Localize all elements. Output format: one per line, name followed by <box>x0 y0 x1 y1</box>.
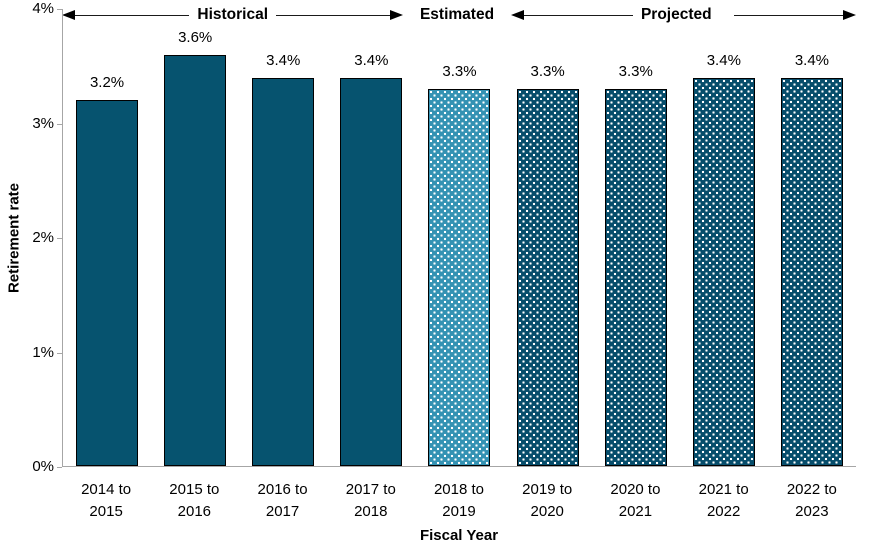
bars-container: 3.2% 3.6% 3.4% 3.4% 3.3% 3.3% 3.3% 3.4% 3.4% <box>63 9 856 466</box>
x-tick-label: 2020 to 2021 <box>610 481 661 520</box>
estimated-label: Estimated <box>419 6 495 23</box>
y-tick-label: 4% <box>32 0 54 17</box>
bar-projected <box>780 77 843 466</box>
y-tick-mark <box>57 9 62 10</box>
arrow-line <box>276 14 391 16</box>
bar-cell: 3.3% <box>592 9 680 466</box>
y-tick-mark <box>57 238 62 239</box>
arrow-line <box>75 14 190 16</box>
x-axis-labels: 2014 to 2015 2015 to 2016 2016 to 2017 2017… <box>62 479 856 523</box>
bar-projected <box>604 88 667 466</box>
bar-historical <box>164 54 227 466</box>
x-tick-label: 2016 to 2017 <box>257 481 308 520</box>
arrow-left-icon <box>62 10 75 20</box>
y-tick-label: 3% <box>32 114 54 132</box>
bar-value-label: 3.3% <box>530 62 565 80</box>
x-tick-label: 2021 to 2022 <box>698 481 749 520</box>
arrow-left-icon <box>510 10 524 20</box>
y-tick-mark <box>57 352 62 354</box>
y-tick-label: 1% <box>32 343 54 361</box>
bar-value-label: 3.4% <box>706 51 741 69</box>
arrow-line <box>523 14 633 16</box>
bar-value-label: 3.4% <box>266 51 301 69</box>
bar-value-label: 3.2% <box>89 74 125 92</box>
x-tick-label: 2018 to 2019 <box>433 481 484 520</box>
x-tick-label: 2019 to 2020 <box>522 481 573 520</box>
bar-cell: 3.4% <box>327 9 415 466</box>
arrow-line <box>733 14 843 16</box>
arrow-right-icon <box>842 10 856 20</box>
bar-cell: 3.3% <box>504 9 592 466</box>
projected-label: Projected <box>640 6 712 23</box>
bar-value-label: 3.4% <box>794 51 830 69</box>
arrow-right-icon <box>390 10 404 20</box>
y-tick-mark <box>57 123 62 125</box>
y-tick-label: 0% <box>32 458 54 475</box>
bar-cell: 3.6% <box>151 9 239 466</box>
x-tick-label: 2014 to 2015 <box>81 481 132 520</box>
bar-cell: 3.2% <box>63 9 151 466</box>
plot-area: 3.2% 3.6% 3.4% 3.4% 3.3% 3.3% 3.3% 3.4% 3.4% <box>62 9 856 467</box>
estimated-label-wrap: Estimated <box>403 2 510 28</box>
annotation-layer: Historical Estimated Projected <box>62 2 856 28</box>
y-tick-label: 2% <box>32 229 54 246</box>
bar-cell: 3.3% <box>415 9 503 466</box>
bar-historical <box>76 100 139 466</box>
bar-projected <box>692 77 755 466</box>
bar-estimated <box>428 88 491 466</box>
historical-label: Historical <box>197 6 269 23</box>
bar-cell: 3.4% <box>768 9 856 466</box>
historical-range-arrow: Historical <box>62 2 404 28</box>
bar-cell: 3.4% <box>680 9 768 466</box>
projected-range-arrow: Projected <box>510 2 856 28</box>
x-tick-label: 2015 to 2016 <box>169 481 220 520</box>
x-tick-label: 2017 to 2018 <box>345 481 396 520</box>
bar-value-label: 3.4% <box>354 51 389 69</box>
bar-projected <box>516 88 579 466</box>
bar-historical <box>252 77 315 466</box>
bar-value-label: 3.3% <box>618 62 653 80</box>
x-axis-title: Fiscal Year <box>419 527 499 544</box>
bar-cell: 3.4% <box>239 9 327 466</box>
bar-value-label: 3.6% <box>178 28 213 46</box>
bar-historical <box>340 77 403 466</box>
y-tick-mark <box>57 467 62 468</box>
bar-value-label: 3.3% <box>442 62 477 80</box>
x-tick-label: 2022 to 2023 <box>786 481 837 520</box>
